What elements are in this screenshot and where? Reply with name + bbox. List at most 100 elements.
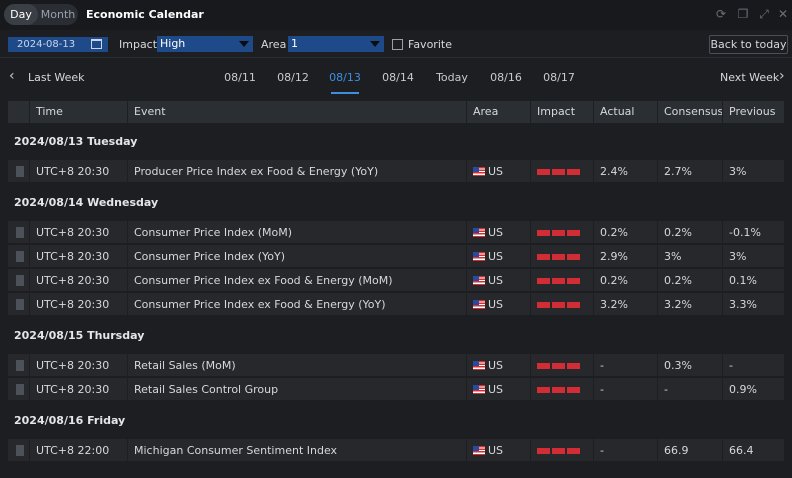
bookmark-icon[interactable] bbox=[16, 384, 24, 398]
column-header-actual[interactable]: Actual bbox=[593, 101, 657, 123]
popout-icon[interactable]: ❐ bbox=[737, 7, 749, 21]
impact-bar bbox=[567, 387, 580, 393]
month-view-button[interactable]: Month bbox=[40, 8, 76, 21]
title-bar: Day Month Economic Calendar ⟳ ❐ ⤢ ✕ bbox=[0, 0, 792, 30]
us-flag-icon bbox=[473, 167, 485, 176]
event-cell: Retail Sales Control Group bbox=[127, 378, 466, 401]
view-toggle: Day Month bbox=[4, 4, 78, 25]
date-group-header: 2024/08/16 Friday bbox=[8, 402, 784, 438]
bookmark-icon[interactable] bbox=[16, 251, 24, 265]
event-cell: Consumer Price Index ex Food & Energy (Y… bbox=[127, 293, 466, 316]
table-row[interactable]: UTC+8 20:30 Producer Price Index ex Food … bbox=[8, 160, 784, 183]
impact-bar bbox=[567, 230, 580, 236]
bookmark-icon[interactable] bbox=[16, 360, 24, 374]
bookmark-icon[interactable] bbox=[16, 227, 24, 241]
area-text: US bbox=[488, 165, 504, 178]
bookmark-icon[interactable] bbox=[16, 299, 24, 313]
favorite-checkbox[interactable] bbox=[392, 39, 403, 50]
bookmark-icon[interactable] bbox=[16, 275, 24, 289]
favorite-label[interactable]: Favorite bbox=[408, 38, 452, 51]
last-week-link[interactable]: Last Week bbox=[28, 71, 85, 84]
impact-bar bbox=[567, 363, 580, 369]
table-row[interactable]: UTC+8 22:00 Michigan Consumer Sentiment I… bbox=[8, 439, 784, 462]
tab-day-0813[interactable]: 08/13 bbox=[329, 71, 361, 84]
calendar-icon[interactable] bbox=[91, 39, 102, 49]
previous-cell: 0.9% bbox=[722, 378, 784, 401]
table-row[interactable]: UTC+8 20:30 Consumer Price Index (MoM) US 0… bbox=[8, 221, 784, 244]
area-select[interactable]: 1 bbox=[288, 36, 384, 52]
impact-bar bbox=[552, 230, 565, 236]
tab-day-0812[interactable]: 08/12 bbox=[277, 71, 309, 84]
tab-day-today[interactable]: Today bbox=[436, 71, 468, 84]
day-view-button[interactable]: Day bbox=[4, 4, 38, 25]
chevron-left-icon[interactable]: ‹ bbox=[9, 68, 15, 84]
tab-day-0814[interactable]: 08/14 bbox=[382, 71, 414, 84]
table-row[interactable]: UTC+8 20:30 Consumer Price Index ex Food … bbox=[8, 293, 784, 316]
tab-day-0816[interactable]: 08/16 bbox=[490, 71, 522, 84]
column-header-event[interactable]: Event bbox=[127, 101, 466, 123]
column-header-time[interactable]: Time bbox=[29, 101, 127, 123]
event-cell: Producer Price Index ex Food & Energy (Y… bbox=[127, 160, 466, 183]
impact-bar bbox=[567, 302, 580, 308]
previous-cell: 3% bbox=[722, 160, 784, 183]
impact-select[interactable]: High bbox=[157, 36, 253, 52]
consensus-cell: 0.2% bbox=[657, 269, 722, 292]
back-to-today-button[interactable]: Back to today bbox=[709, 35, 788, 54]
consensus-cell: - bbox=[657, 378, 722, 401]
table-row[interactable]: UTC+8 20:30 Consumer Price Index (YoY) US 2… bbox=[8, 245, 784, 268]
active-tab-indicator bbox=[331, 92, 359, 94]
tab-day-0811[interactable]: 08/11 bbox=[224, 71, 256, 84]
impact-bar bbox=[567, 169, 580, 175]
column-header-area[interactable]: Area bbox=[466, 101, 530, 123]
tab-day-0817[interactable]: 08/17 bbox=[543, 71, 575, 84]
refresh-icon[interactable]: ⟳ bbox=[715, 7, 727, 21]
area-text: US bbox=[488, 274, 504, 287]
bookmark-icon[interactable] bbox=[16, 445, 24, 459]
event-cell: Consumer Price Index ex Food & Energy (M… bbox=[127, 269, 466, 292]
impact-cell bbox=[530, 269, 593, 292]
table-row[interactable]: UTC+8 20:30 Retail Sales (MoM) US -0.3% - bbox=[8, 354, 784, 377]
event-cell: Consumer Price Index (YoY) bbox=[127, 245, 466, 268]
us-flag-icon bbox=[473, 228, 485, 237]
actual-cell: 2.4% bbox=[593, 160, 657, 183]
date-group-header: 2024/08/15 Thursday bbox=[8, 317, 784, 353]
consensus-cell: 3.2% bbox=[657, 293, 722, 316]
chevron-right-icon[interactable]: › bbox=[779, 68, 785, 84]
previous-cell: 3% bbox=[722, 245, 784, 268]
actual-cell: 0.2% bbox=[593, 269, 657, 292]
time-cell: UTC+8 22:00 bbox=[29, 439, 127, 462]
close-icon[interactable]: ✕ bbox=[777, 7, 789, 21]
table-row[interactable]: UTC+8 20:30 Retail Sales Control Group US -… bbox=[8, 378, 784, 401]
impact-bar bbox=[552, 302, 565, 308]
impact-bar bbox=[537, 254, 550, 260]
actual-cell: 3.2% bbox=[593, 293, 657, 316]
column-header-consensus[interactable]: Consensus bbox=[657, 101, 723, 123]
area-text: US bbox=[488, 359, 504, 372]
time-cell: UTC+8 20:30 bbox=[29, 245, 127, 268]
impact-bar bbox=[537, 278, 550, 284]
area-text: US bbox=[488, 444, 504, 457]
previous-cell: 3.3% bbox=[722, 293, 784, 316]
impact-cell bbox=[530, 354, 593, 377]
previous-cell: -0.1% bbox=[722, 221, 784, 244]
consensus-cell: 3% bbox=[657, 245, 722, 268]
time-cell: UTC+8 20:30 bbox=[29, 269, 127, 292]
area-cell: US bbox=[466, 221, 530, 244]
bookmark-icon[interactable] bbox=[16, 166, 24, 180]
us-flag-icon bbox=[473, 446, 485, 455]
us-flag-icon bbox=[473, 361, 485, 370]
time-cell: UTC+8 20:30 bbox=[29, 378, 127, 401]
area-cell: US bbox=[466, 439, 530, 462]
next-week-link[interactable]: Next Week bbox=[720, 71, 780, 84]
column-header-previous[interactable]: Previous bbox=[722, 101, 784, 123]
actual-cell: - bbox=[593, 439, 657, 462]
consensus-cell: 0.2% bbox=[657, 221, 722, 244]
impact-select-value: High bbox=[160, 37, 186, 50]
date-picker[interactable]: 2024-08-13 bbox=[8, 37, 108, 52]
table-row[interactable]: UTC+8 20:30 Consumer Price Index ex Food … bbox=[8, 269, 784, 292]
area-cell: US bbox=[466, 354, 530, 377]
impact-bar bbox=[567, 448, 580, 454]
date-group-label: 2024/08/15 Thursday bbox=[14, 329, 145, 342]
column-header-impact[interactable]: Impact bbox=[530, 101, 593, 123]
expand-icon[interactable]: ⤢ bbox=[759, 7, 769, 21]
